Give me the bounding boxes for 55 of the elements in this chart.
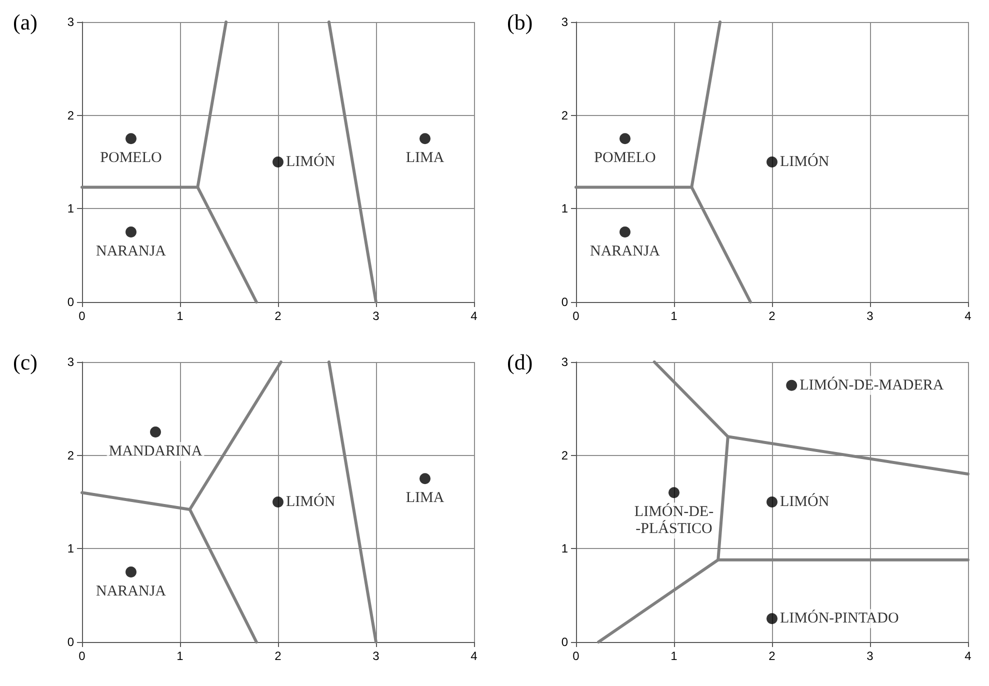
y-tick-label: 1: [67, 202, 74, 216]
y-tick-label: 3: [561, 355, 568, 369]
y-tick-label: 0: [67, 295, 74, 309]
annotation: POMELO: [100, 150, 162, 166]
annotation: POMELO: [594, 150, 656, 166]
y-tick-label: 1: [67, 542, 74, 556]
y-tick-label: 3: [67, 355, 74, 369]
annotation: LIMÓN-DE-MADERA: [800, 376, 944, 394]
y-tick-label: 0: [67, 635, 74, 649]
annotation: LIMA: [406, 490, 444, 506]
annotation: NARANJA: [96, 584, 166, 600]
annotation: LIMÓN-DE- -PLÁSTICO: [634, 503, 714, 538]
annotation: LIMA: [406, 150, 444, 166]
y-tick-label: 0: [561, 295, 568, 309]
x-tick-label: 2: [274, 649, 282, 663]
x-tick-label: 1: [176, 649, 184, 663]
annotation: LIMÓN: [780, 493, 830, 510]
x-tick-label: 3: [866, 649, 874, 663]
x-tick-label: 2: [768, 309, 776, 323]
x-tick-label: 3: [372, 309, 380, 323]
annotation: LIMÓN: [780, 153, 830, 170]
chart-title: (d): [507, 350, 533, 374]
x-tick-label: 1: [176, 309, 184, 323]
chart-title: (c): [13, 350, 38, 374]
y-tick-label: 2: [561, 108, 568, 122]
annotation: MANDARINA: [108, 444, 202, 460]
annotation: LIMÓN: [286, 153, 336, 170]
annotation: NARANJA: [96, 244, 166, 260]
chart-title: (b): [507, 10, 533, 34]
x-tick-label: 1: [670, 309, 678, 323]
x-tick-label: 4: [964, 649, 972, 663]
x-tick-label: 1: [670, 649, 678, 663]
x-tick-label: 2: [768, 649, 776, 663]
x-tick-label: 3: [866, 309, 874, 323]
y-tick-label: 1: [561, 542, 568, 556]
y-tick-label: 2: [67, 108, 74, 122]
x-tick-label: 2: [274, 309, 282, 323]
annotation: LIMÓN-PINTADO: [780, 610, 899, 627]
y-tick-label: 1: [561, 202, 568, 216]
y-tick-label: 2: [561, 448, 568, 462]
y-tick-label: 2: [67, 448, 74, 462]
x-tick-label: 0: [572, 309, 580, 323]
x-tick-label: 0: [78, 649, 86, 663]
x-tick-label: 0: [572, 649, 580, 663]
x-tick-label: 3: [372, 649, 380, 663]
y-tick-label: 3: [67, 15, 74, 29]
y-tick-label: 0: [561, 635, 568, 649]
x-tick-label: 0: [78, 309, 86, 323]
x-tick-label: 4: [470, 309, 478, 323]
annotation: LIMÓN: [286, 493, 336, 510]
y-tick-label: 3: [561, 15, 568, 29]
chart-title: (a): [13, 10, 38, 34]
x-tick-label: 4: [470, 649, 478, 663]
x-tick-label: 4: [964, 309, 972, 323]
annotation: NARANJA: [590, 244, 660, 260]
